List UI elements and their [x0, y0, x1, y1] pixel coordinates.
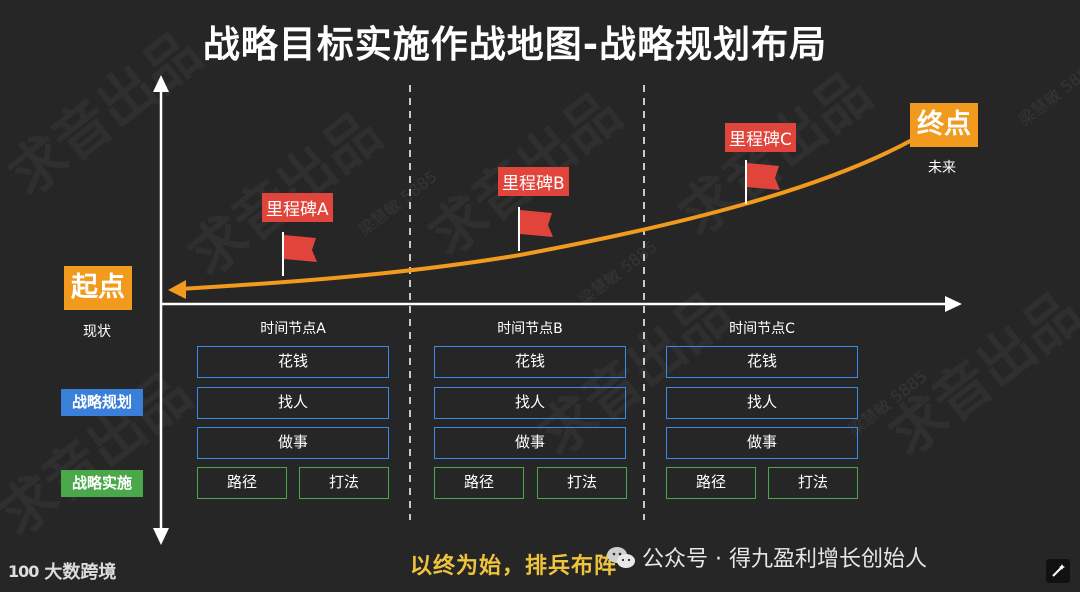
people-box-c: 找人	[666, 387, 858, 419]
path-box-a: 路径	[197, 467, 287, 499]
people-box-a: 找人	[197, 387, 389, 419]
strategy-execution-tag: 战略实施	[61, 470, 143, 497]
flag-icon	[282, 232, 317, 276]
page-title: 战略目标实施作战地图-战略规划布局	[202, 23, 828, 66]
y-axis-arrow-up	[153, 75, 169, 92]
people-box-b: 找人	[434, 387, 626, 419]
slogan: 以终为始，排兵布阵	[410, 554, 618, 579]
work-box-c: 做事	[666, 427, 858, 459]
play-box-a: 打法	[299, 467, 389, 499]
flag-icon	[745, 160, 780, 204]
work-box-b: 做事	[434, 427, 626, 459]
time-node-c: 时间节点C	[729, 321, 795, 337]
path-box-b: 路径	[434, 467, 524, 499]
flag-icon	[518, 207, 553, 251]
play-box-c: 打法	[768, 467, 858, 499]
milestone-a: 里程碑A	[262, 193, 333, 222]
spend-box-c: 花钱	[666, 346, 858, 378]
magic-wand-icon[interactable]	[1046, 559, 1070, 583]
milestone-b: 里程碑B	[498, 167, 569, 196]
start-point-sublabel: 现状	[83, 324, 111, 340]
strategy-planning-tag: 战略规划	[61, 389, 143, 416]
work-box-a: 做事	[197, 427, 389, 459]
time-node-b: 时间节点B	[497, 321, 563, 337]
end-point-sublabel: 未来	[928, 160, 956, 176]
time-node-a: 时间节点A	[260, 321, 326, 337]
play-box-b: 打法	[537, 467, 627, 499]
spend-box-a: 花钱	[197, 346, 389, 378]
y-axis-arrow-down	[153, 528, 169, 545]
end-point-label: 终点	[910, 103, 978, 147]
brand-logo: 100 大数跨境	[8, 558, 116, 584]
logo-mark: 100	[8, 561, 39, 581]
spend-box-b: 花钱	[434, 346, 626, 378]
x-axis-arrow	[945, 296, 962, 312]
account-credit: 公众号 · 得九盈利增长创始人	[642, 547, 927, 572]
start-point-label: 起点	[64, 266, 132, 310]
milestone-c: 里程碑C	[725, 123, 796, 152]
path-box-c: 路径	[666, 467, 756, 499]
logo-text: 大数跨境	[44, 562, 117, 583]
growth-curve-arrow	[168, 280, 186, 299]
growth-curve	[179, 138, 913, 291]
wechat-icon	[606, 545, 636, 571]
